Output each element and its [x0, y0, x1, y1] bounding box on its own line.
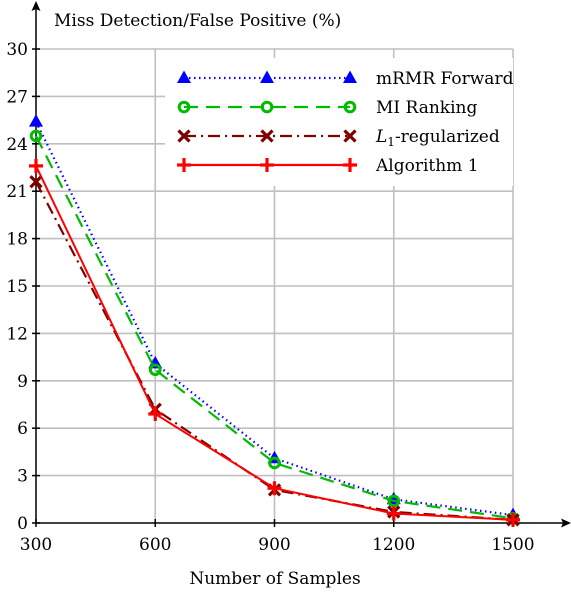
series-layer: [29, 114, 520, 527]
legend-marker-circle: [177, 100, 191, 114]
legend-marker-x: [260, 129, 274, 143]
axis-layer: 300 600 900 1200 1500 0 3 6 9 12 15 18 21 24 27 30: [6, 1, 571, 555]
legend-label-main: MI Ranking: [376, 98, 477, 118]
data-point-x: [29, 175, 43, 189]
y-tick-label: 24: [6, 135, 28, 155]
data-point-circle: [29, 129, 43, 143]
y-tick-label: 21: [6, 182, 28, 202]
data-point-triangle: [29, 114, 43, 127]
data-point-circle: [268, 456, 281, 470]
x-marker-stroke: [29, 175, 43, 189]
legend-entry: mRMR Forward: [177, 69, 514, 89]
legend-marker-x: [343, 129, 357, 143]
y-tick-label: 30: [6, 40, 28, 60]
x-tick-label: 1500: [491, 535, 534, 555]
legend-label-main: L: [375, 127, 387, 147]
legend-entry: MI Ranking: [177, 98, 477, 118]
y-tick-label: 0: [17, 514, 28, 534]
data-point-circle: [148, 363, 162, 377]
data-point-plus: [506, 512, 520, 527]
y-tick-label: 18: [6, 230, 28, 250]
y-axis-arrow-icon: [31, 1, 41, 11]
y-tick-label: 15: [6, 277, 28, 297]
legend-marker-circle: [343, 100, 357, 114]
legend-marker-plus: [177, 158, 191, 172]
y-tick-label: 6: [17, 419, 28, 439]
data-point-plus: [267, 481, 282, 496]
legend-entry: Algorithm 1: [177, 156, 479, 176]
legend-label-sub: 1: [387, 135, 395, 149]
data-point-circle: [387, 494, 401, 508]
x-tick-label: 900: [258, 535, 290, 555]
data-point-plus: [386, 506, 401, 521]
y-tick-label: 12: [6, 324, 28, 344]
x-marker-stroke: [260, 129, 274, 143]
legend-label-rest: -regularized: [395, 127, 500, 147]
data-point-plus: [29, 158, 43, 173]
legend-label-main: Algorithm 1: [375, 156, 479, 176]
legend: mRMR Forward MI Ranking L1-regularized Algo…: [165, 58, 514, 186]
legend-marker-triangle: [343, 70, 357, 83]
legend-label: Algorithm 1: [375, 156, 479, 176]
series-3: [29, 158, 520, 527]
y-tick-label: 9: [17, 372, 28, 392]
data-point-plus: [148, 406, 163, 421]
x-tick-label: 300: [20, 535, 52, 555]
y-axis-title: Miss Detection/False Positive (%): [54, 11, 341, 31]
legend-marker-triangle: [177, 70, 191, 83]
legend-label: L1-regularized: [375, 127, 500, 149]
legend-marker-circle: [260, 100, 274, 114]
legend-entry: L1-regularized: [177, 127, 500, 149]
legend-label: MI Ranking: [376, 98, 477, 118]
legend-marker-plus: [343, 158, 357, 172]
x-tick-label: 1200: [372, 535, 415, 555]
legend-marker-x: [177, 129, 191, 143]
legend-label-main: mRMR Forward: [376, 69, 514, 89]
x-marker-stroke: [177, 129, 191, 143]
legend-marker-triangle: [260, 70, 274, 83]
x-axis-arrow-icon: [561, 518, 571, 528]
x-marker-stroke: [343, 129, 357, 143]
y-tick-label: 3: [17, 467, 28, 487]
x-tick-label: 600: [139, 535, 171, 555]
legend-marker-plus: [260, 158, 274, 172]
y-tick-label: 27: [6, 87, 28, 107]
x-axis-title: Number of Samples: [189, 569, 360, 589]
legend-label: mRMR Forward: [376, 69, 514, 89]
series-line: [35, 135, 514, 520]
